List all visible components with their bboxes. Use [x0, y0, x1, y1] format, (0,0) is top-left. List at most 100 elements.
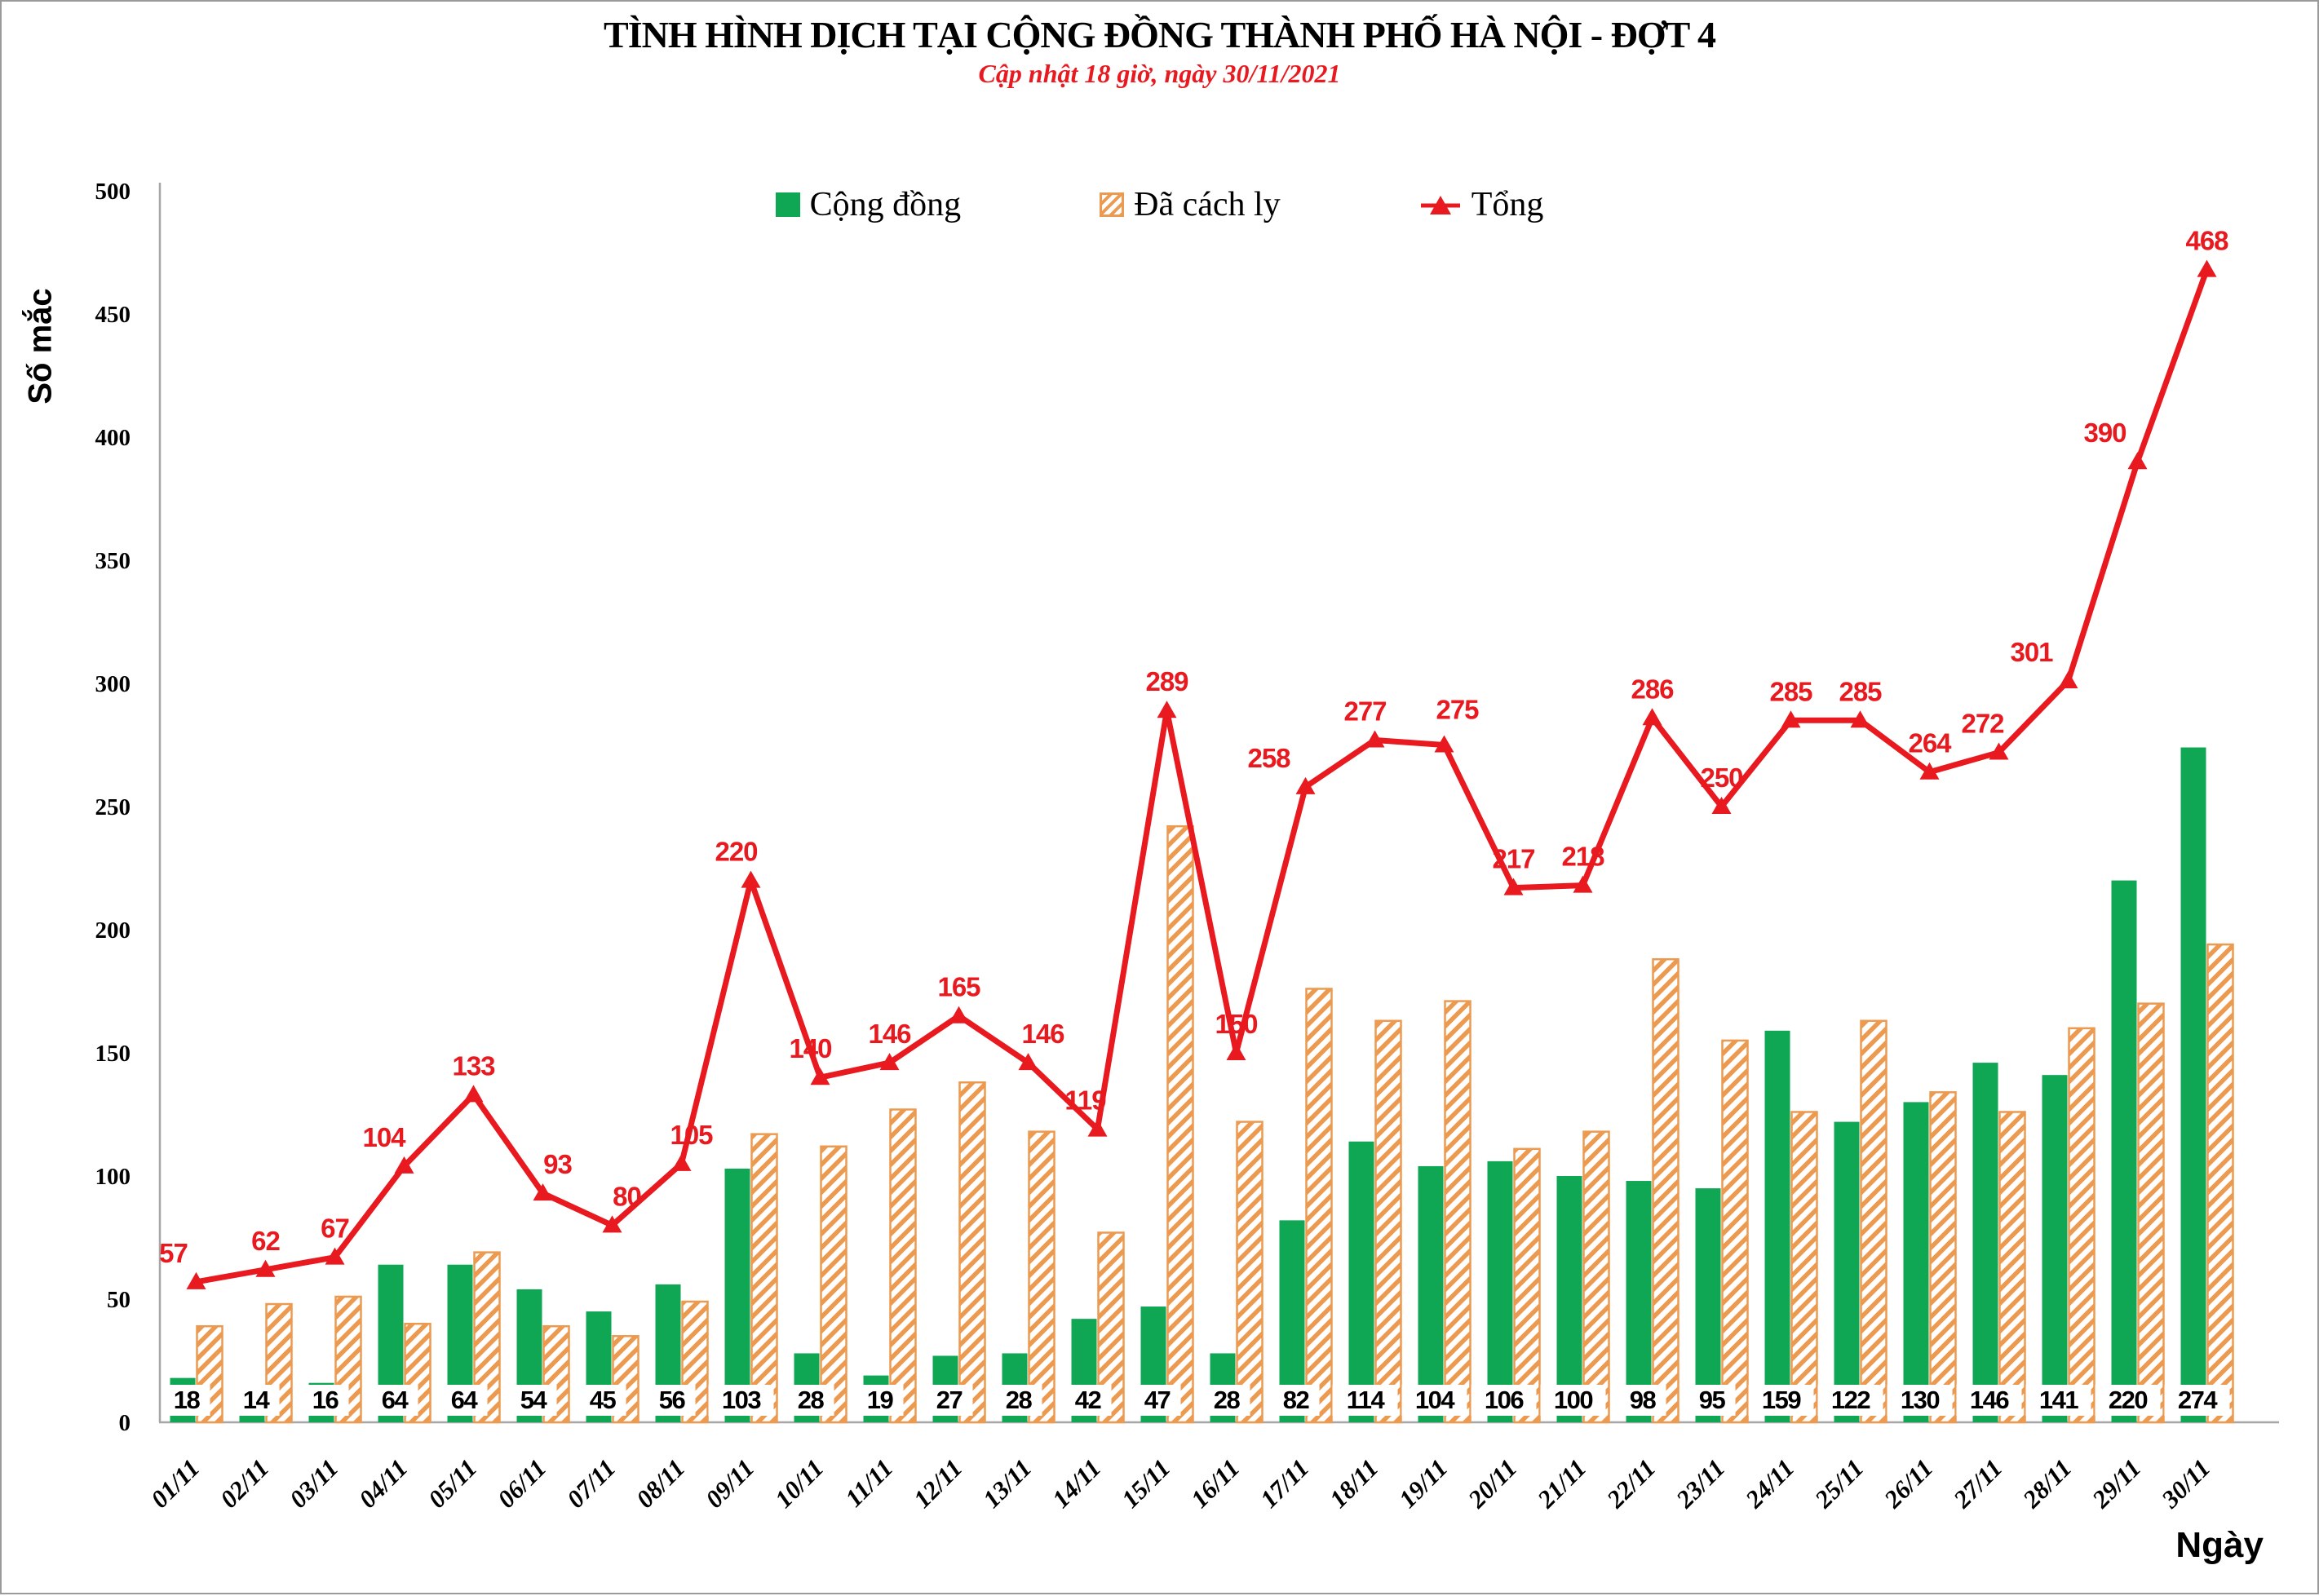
- green-bar-swatch-icon: [775, 192, 800, 217]
- triangle-marker-icon: [2127, 452, 2148, 470]
- bar-da-cach-ly: [1929, 1091, 1957, 1424]
- triangle-marker-icon: [186, 1271, 206, 1289]
- axes: [158, 183, 2279, 1424]
- triangle-marker-icon: [463, 1085, 484, 1103]
- svg-text:42: 42: [1075, 1386, 1101, 1414]
- svg-text:06/11: 06/11: [492, 1453, 551, 1513]
- svg-text:47: 47: [1144, 1386, 1171, 1414]
- svg-text:27: 27: [936, 1386, 963, 1414]
- svg-text:09/11: 09/11: [700, 1453, 759, 1513]
- triangle-marker-icon: [1989, 742, 2009, 760]
- bar-da-cach-ly: [820, 1145, 847, 1424]
- svg-text:56: 56: [659, 1386, 686, 1414]
- svg-text:28/11: 28/11: [2016, 1453, 2077, 1514]
- svg-text:54: 54: [520, 1386, 548, 1414]
- triangle-marker-icon: [325, 1247, 345, 1265]
- bar-da-cach-ly: [1652, 957, 1680, 1424]
- svg-text:250: 250: [1700, 763, 1742, 793]
- svg-text:100: 100: [95, 1164, 131, 1190]
- triangle-marker-icon: [949, 1006, 969, 1023]
- triangle-marker-icon: [1573, 875, 1593, 893]
- svg-text:10/11: 10/11: [769, 1453, 829, 1513]
- legend-item-tong: Tổng: [1419, 188, 1543, 222]
- svg-text:18/11: 18/11: [1324, 1453, 1383, 1513]
- svg-text:275: 275: [1436, 695, 1479, 725]
- svg-text:122: 122: [1831, 1386, 1870, 1414]
- line-series-tong: [186, 259, 2217, 1289]
- chart-subtitle: Cập nhật 18 giờ, ngày 30/11/2021: [978, 59, 1341, 88]
- svg-text:133: 133: [452, 1050, 495, 1081]
- svg-text:150: 150: [1215, 1009, 1257, 1039]
- svg-text:114: 114: [1347, 1386, 1386, 1414]
- bars: [170, 747, 2234, 1424]
- svg-text:22/11: 22/11: [1600, 1453, 1661, 1514]
- bar-da-cach-ly: [958, 1081, 986, 1424]
- svg-text:289: 289: [1145, 666, 1188, 696]
- svg-text:217: 217: [1492, 844, 1534, 874]
- hatched-bar-swatch-icon: [1100, 192, 1125, 217]
- svg-text:146: 146: [1970, 1386, 2009, 1414]
- legend: Cộng đồng Đã cách ly Tổng: [2, 188, 2317, 222]
- svg-text:50: 50: [107, 1287, 131, 1313]
- svg-text:28: 28: [1214, 1386, 1241, 1414]
- svg-text:159: 159: [1762, 1386, 1801, 1414]
- bar-cong-dong: [1556, 1176, 1582, 1422]
- svg-text:350: 350: [95, 548, 131, 574]
- svg-text:57: 57: [159, 1238, 188, 1268]
- bar-da-cach-ly: [1444, 1000, 1472, 1424]
- legend-item-cong-dong: Cộng đồng: [775, 188, 961, 222]
- bar-da-cach-ly: [1721, 1039, 1749, 1424]
- svg-text:01/11: 01/11: [145, 1453, 205, 1513]
- svg-text:285: 285: [1839, 676, 1882, 706]
- svg-text:103: 103: [722, 1386, 761, 1414]
- triangle-marker-icon: [1295, 776, 1316, 794]
- svg-text:146: 146: [868, 1019, 911, 1049]
- svg-text:264: 264: [1908, 728, 1952, 758]
- svg-text:62: 62: [251, 1226, 280, 1256]
- svg-text:13/11: 13/11: [977, 1453, 1037, 1513]
- bar-cong-dong: [1695, 1188, 1721, 1422]
- svg-text:500: 500: [95, 179, 131, 205]
- svg-text:165: 165: [937, 972, 980, 1002]
- bar-cong-dong: [1418, 1165, 1444, 1422]
- svg-text:28: 28: [1006, 1386, 1033, 1414]
- svg-text:250: 250: [95, 794, 131, 820]
- bar-da-cach-ly: [1305, 988, 1333, 1424]
- svg-text:07/11: 07/11: [561, 1453, 621, 1513]
- svg-text:146: 146: [1021, 1019, 1064, 1049]
- svg-text:15/11: 15/11: [1116, 1453, 1175, 1513]
- svg-text:19: 19: [867, 1386, 894, 1414]
- triangle-marker-icon: [1781, 710, 1801, 728]
- triangle-marker-icon: [1850, 710, 1870, 728]
- triangle-marker-icon: [879, 1053, 900, 1071]
- bar-cong-dong: [1348, 1141, 1374, 1422]
- svg-text:11/11: 11/11: [839, 1453, 898, 1512]
- triangle-marker-icon: [810, 1068, 830, 1085]
- triangle-marker-icon: [2058, 670, 2078, 688]
- svg-text:24/11: 24/11: [1739, 1453, 1799, 1514]
- triangle-marker-icon: [1157, 701, 1177, 718]
- svg-text:20/11: 20/11: [1462, 1453, 1522, 1514]
- svg-text:106: 106: [1485, 1386, 1524, 1414]
- svg-text:29/11: 29/11: [2086, 1453, 2146, 1514]
- bar-da-cach-ly: [1513, 1147, 1541, 1424]
- triangle-marker-icon: [741, 870, 761, 888]
- bar-da-cach-ly: [2206, 943, 2234, 1424]
- svg-text:04/11: 04/11: [353, 1453, 413, 1513]
- svg-text:104: 104: [362, 1122, 406, 1152]
- svg-text:18: 18: [174, 1386, 201, 1414]
- triangle-marker-icon: [2197, 259, 2217, 277]
- svg-text:220: 220: [2109, 1386, 2147, 1414]
- svg-text:450: 450: [95, 302, 131, 328]
- bar-cong-dong: [2111, 880, 2137, 1422]
- svg-text:218: 218: [1561, 842, 1604, 872]
- triangle-marker-icon: [533, 1183, 553, 1201]
- bar-da-cach-ly: [1790, 1111, 1818, 1424]
- triangle-marker-icon: [1365, 730, 1385, 748]
- svg-text:119: 119: [1064, 1085, 1106, 1116]
- svg-text:301: 301: [2010, 637, 2053, 667]
- bar-da-cach-ly: [1860, 1019, 1888, 1424]
- svg-text:21/11: 21/11: [1531, 1453, 1591, 1514]
- svg-text:27/11: 27/11: [1947, 1453, 2007, 1514]
